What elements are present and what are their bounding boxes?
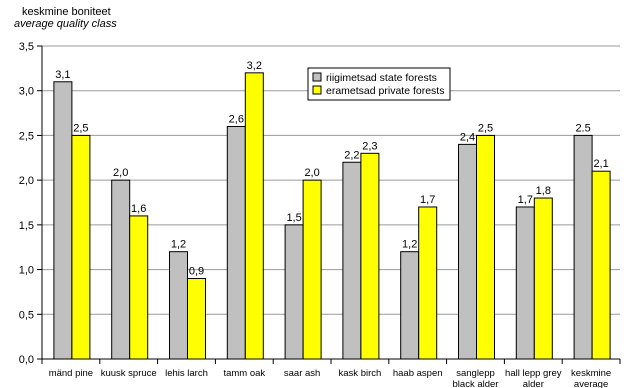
- bar-private-forests: [129, 215, 149, 360]
- data-label: 2,0: [304, 167, 319, 179]
- y-tick-label: 2,5: [19, 130, 34, 142]
- y-tick-label: 1,0: [19, 265, 34, 277]
- bar-private-forests: [244, 72, 264, 360]
- y-axis-subtitle: average quality class: [14, 18, 117, 30]
- bar-state-forests: [515, 206, 535, 360]
- data-label: 2,5: [73, 122, 88, 134]
- y-tick-label: 0,0: [19, 354, 34, 366]
- bar-state-forests: [573, 134, 593, 360]
- legend-label: erametsad private forests: [326, 85, 444, 97]
- x-tick-label: keskmine: [571, 368, 611, 379]
- legend-box: [307, 67, 451, 101]
- x-tick-label: sanglepp: [456, 368, 495, 379]
- data-label: 1,6: [131, 203, 146, 215]
- data-label: 1,2: [402, 239, 417, 251]
- data-label: 2,2: [344, 149, 359, 161]
- x-tick-label: tamm oak: [223, 368, 265, 379]
- y-tick-label: 3,0: [19, 86, 34, 98]
- bar-private-forests: [302, 179, 322, 360]
- bar-state-forests: [342, 161, 362, 360]
- bar-state-forests: [111, 179, 131, 360]
- data-label: 2,6: [229, 113, 244, 125]
- x-tick-label: average: [574, 379, 608, 388]
- data-label: 1,2: [171, 239, 186, 251]
- bar-state-forests: [53, 81, 73, 360]
- y-tick-label: 0,5: [19, 309, 34, 321]
- bar-state-forests: [400, 251, 420, 360]
- y-tick-label: 3,5: [19, 41, 34, 53]
- x-tick-label: saar ash: [284, 368, 320, 379]
- bar-private-forests: [360, 152, 380, 360]
- x-tick-label: alder: [523, 379, 544, 388]
- data-label: 2,1: [593, 158, 608, 170]
- x-tick-label: kuusk spruce: [101, 368, 157, 379]
- x-tick-label: black alder: [453, 379, 499, 388]
- bar-private-forests: [591, 170, 611, 360]
- data-label: 1,8: [536, 185, 551, 197]
- bar-private-forests: [418, 206, 438, 360]
- bar-state-forests: [169, 251, 188, 360]
- legend-label: riigimetsad state forests: [326, 72, 437, 84]
- data-label: 3,2: [247, 60, 262, 72]
- x-tick-label: haab aspen: [393, 368, 443, 379]
- bar-private-forests: [187, 278, 206, 360]
- y-axis-title: keskmine boniteet: [22, 6, 111, 18]
- data-label: 2,0: [113, 167, 128, 179]
- legend-swatch: [312, 85, 322, 95]
- data-label: 1,7: [420, 194, 435, 206]
- data-label: 1,5: [286, 212, 301, 224]
- data-label: 2,5: [478, 122, 493, 134]
- bar-private-forests: [476, 134, 495, 360]
- data-label: 3,1: [55, 69, 70, 81]
- data-label: 1,7: [518, 194, 533, 206]
- data-label: 0,9: [189, 266, 204, 278]
- data-label: 2,4: [460, 131, 475, 143]
- bar-private-forests: [71, 134, 91, 360]
- y-tick-label: 1,5: [19, 220, 34, 232]
- x-tick-label: hall lepp grey: [505, 368, 562, 379]
- x-tick-label: kask birch: [339, 368, 382, 379]
- legend-swatch: [312, 72, 322, 82]
- x-tick-label: mänd pine: [49, 368, 93, 379]
- bar-private-forests: [533, 197, 553, 360]
- data-label: 2.5: [575, 122, 590, 134]
- data-label: 2,3: [362, 140, 377, 152]
- y-tick-label: 2,0: [19, 175, 34, 187]
- x-tick-label: lehis larch: [165, 368, 208, 379]
- bar-state-forests: [458, 143, 477, 360]
- bar-state-forests: [226, 125, 246, 360]
- bar-state-forests: [284, 224, 304, 360]
